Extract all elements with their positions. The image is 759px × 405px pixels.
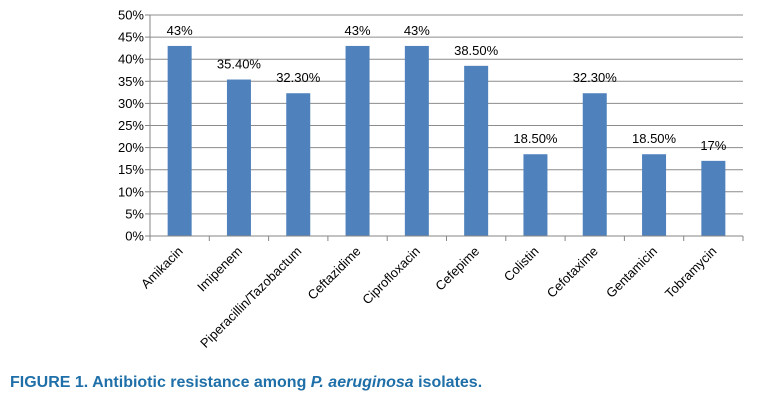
- bars: [167, 45, 726, 236]
- bar-imipenem: [226, 79, 251, 236]
- bar-ciprofloxacin: [404, 45, 429, 236]
- bar-cefepime: [464, 65, 489, 236]
- data-labels: 43% 35.40% 32.30% 43% 43% 38.50% 18.50% 32.30% 1…: [167, 23, 727, 153]
- x-tick-label: Piperacillin/Tazobactum: [197, 244, 304, 351]
- caption-text-after: isolates.: [413, 374, 483, 391]
- x-tick-label: Imipenem: [194, 244, 245, 295]
- y-tick-label: 35%: [118, 74, 144, 89]
- y-tick-label: 25%: [118, 118, 144, 133]
- x-tick-label: Colistin: [501, 244, 542, 285]
- y-axis-ticks: 0% 5% 10% 15% 20% 25% 30% 35% 40% 45% 50%: [118, 8, 150, 244]
- y-tick-label: 10%: [118, 184, 144, 199]
- x-tick-label: Tobramycin: [662, 244, 720, 302]
- bar-amikacin: [167, 45, 192, 236]
- data-label: 43%: [404, 23, 430, 38]
- caption-species: P. aeruginosa: [310, 374, 414, 391]
- bar-ceftazidime: [345, 45, 370, 236]
- y-tick-label: 0%: [125, 229, 144, 244]
- bar-tobramycin: [701, 160, 726, 236]
- x-tick-label: Ciprofloxacin: [359, 244, 423, 308]
- data-label: 43%: [167, 23, 193, 38]
- caption-label: FIGURE 1.: [10, 374, 89, 391]
- data-label: 17%: [700, 138, 726, 153]
- y-tick-label: 40%: [118, 52, 144, 67]
- bar-colistin: [523, 154, 548, 236]
- data-label: 38.50%: [454, 43, 499, 58]
- y-tick-label: 50%: [118, 8, 144, 23]
- bar-cefotaxime: [582, 93, 607, 236]
- y-tick-label: 20%: [118, 140, 144, 155]
- y-tick-label: 5%: [125, 206, 144, 221]
- x-tick-label: Cefepime: [432, 244, 482, 294]
- bar-piperacillin-tazobactum: [286, 93, 311, 236]
- data-label: 18.50%: [632, 131, 677, 146]
- data-label: 43%: [345, 23, 371, 38]
- y-tick-label: 30%: [118, 96, 144, 111]
- x-tick-label: Gentamicin: [603, 244, 660, 301]
- bar-chart: 0% 5% 10% 15% 20% 25% 30% 35% 40% 45% 50% 43% 35.40…: [118, 8, 744, 351]
- data-label: 32.30%: [573, 70, 618, 85]
- x-tick-label: Amikacin: [138, 244, 186, 292]
- caption-text-before: Antibiotic resistance among: [88, 374, 311, 391]
- y-tick-label: 15%: [118, 162, 144, 177]
- data-label: 32.30%: [276, 70, 321, 85]
- data-label: 18.50%: [513, 131, 558, 146]
- axes: [149, 15, 743, 237]
- y-tick-label: 45%: [118, 30, 144, 45]
- x-tick-label: Ceftazidime: [305, 244, 364, 303]
- bar-gentamicin: [642, 154, 667, 236]
- figure-caption: FIGURE 1. Antibiotic resistance among P.…: [10, 374, 482, 392]
- x-tick-label: Cefotaxime: [544, 244, 601, 301]
- data-label: 35.40%: [217, 57, 262, 72]
